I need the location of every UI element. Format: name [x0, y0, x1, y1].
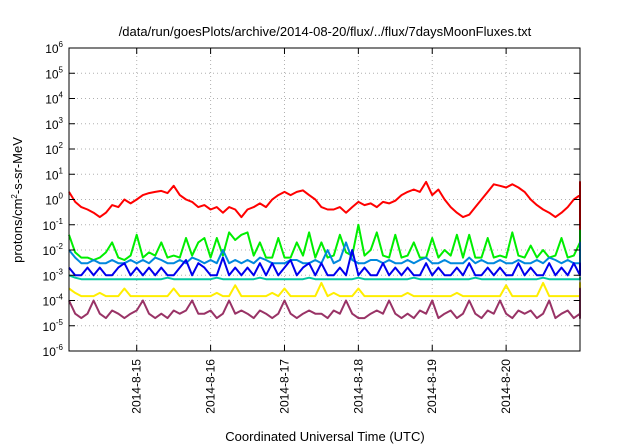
x-tick-label: 2014-8-15 — [130, 359, 144, 414]
y-tick-label: 10-6 — [43, 343, 64, 359]
x-tick-label: 2014-8-19 — [425, 359, 439, 414]
series-line-7 — [68, 287, 581, 320]
series-line-3 — [68, 241, 581, 265]
series-line-6 — [68, 281, 581, 298]
y-tick-label: 105 — [45, 65, 63, 81]
y-axis-label: protons/cm2-s-sr-MeV — [10, 137, 25, 263]
y-tick-label: 10-4 — [43, 293, 64, 309]
y-tick-label: 104 — [45, 91, 63, 107]
y-tick-label: 101 — [45, 166, 63, 182]
y-tick-label: 10-2 — [43, 242, 64, 258]
y-tick-label: 102 — [45, 141, 63, 157]
x-tick-label: 2014-8-16 — [204, 359, 218, 414]
y-tick-label: 10-3 — [43, 267, 64, 283]
y-axis-ticks: 10-6 10-5 10-4 10-3 10-2 10-1 100 101 102 103 104 1… — [43, 40, 580, 359]
x-tick-label: 2014-8-20 — [499, 359, 513, 414]
y-tick-label: 106 — [45, 40, 63, 56]
y-tick-label: 10-5 — [43, 318, 64, 334]
chart-title: /data/run/goesPlots/archive/2014-08-20/f… — [119, 24, 532, 39]
y-tick-label: 10-1 — [43, 217, 64, 233]
series-line-5 — [68, 274, 581, 281]
y-tick-label: 103 — [45, 116, 63, 132]
x-tick-label: 2014-8-18 — [351, 359, 365, 414]
y-tick-label: 100 — [45, 192, 63, 208]
x-tick-label: 2014-8-17 — [277, 359, 291, 414]
x-axis-ticks: 2014-8-15 2014-8-16 2014-8-17 2014-8-18 2014… — [130, 48, 513, 414]
x-axis-label: Coordinated Universal Time (UTC) — [225, 429, 424, 444]
